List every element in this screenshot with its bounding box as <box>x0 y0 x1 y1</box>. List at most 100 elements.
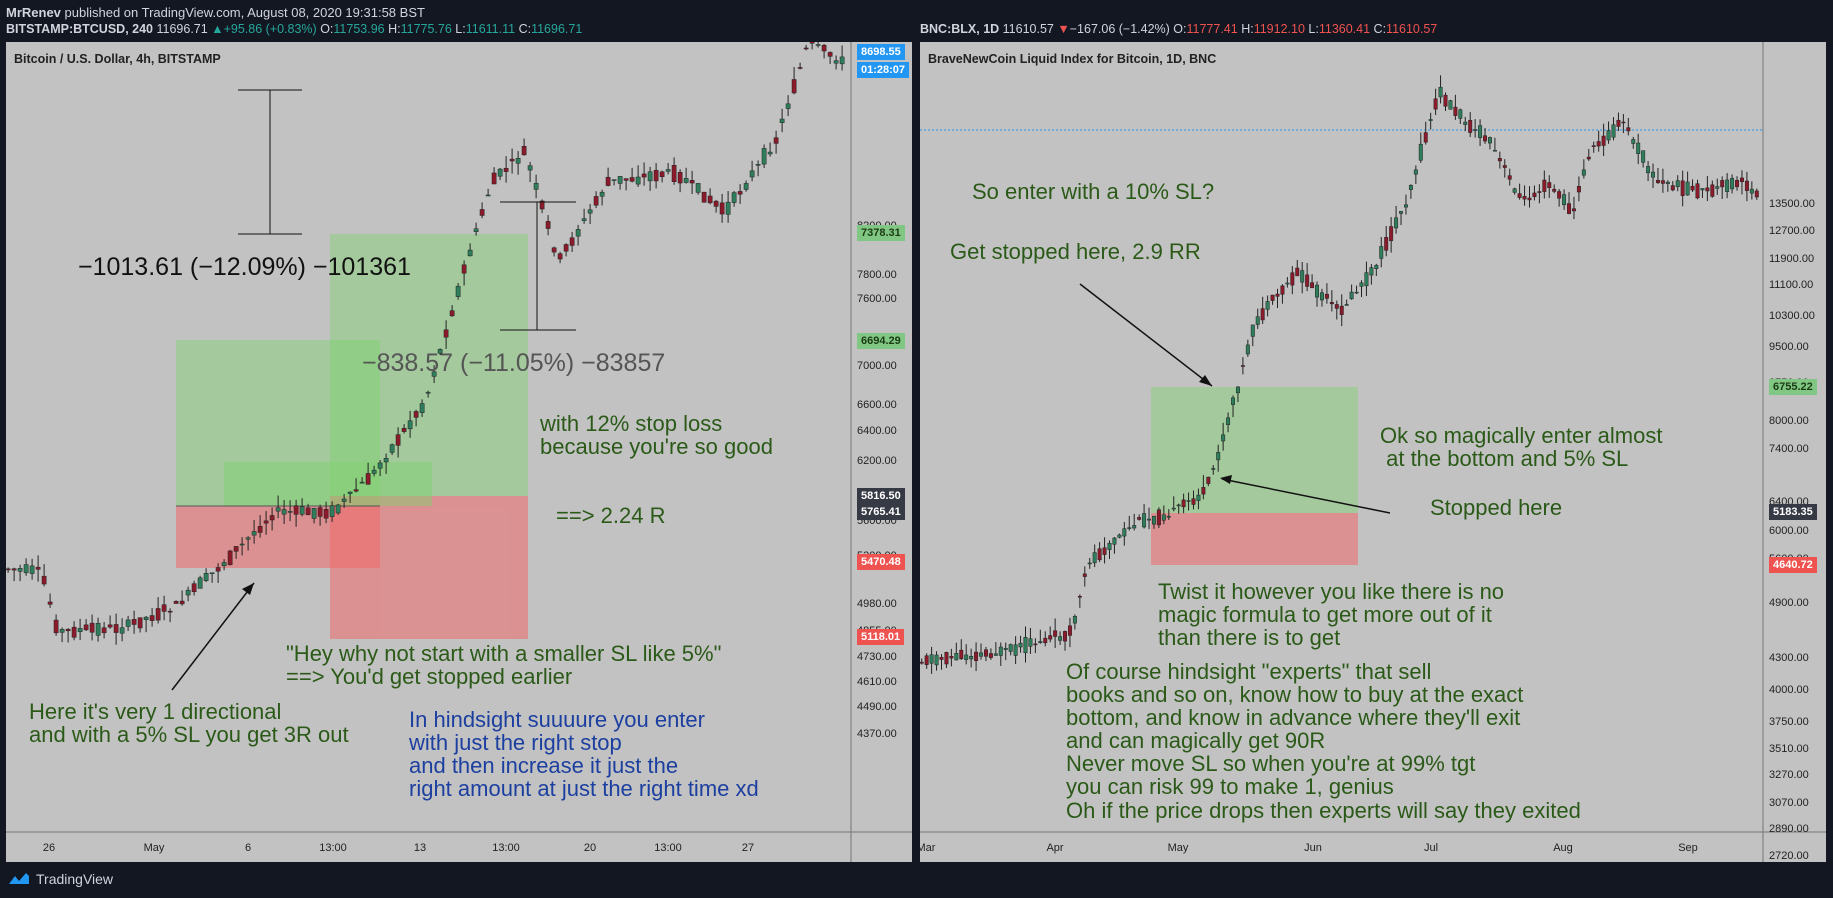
candle-body <box>1087 562 1092 565</box>
left-chart-title: Bitcoin / U.S. Dollar, 4h, BITSTAMP <box>14 52 221 66</box>
time-tick-label: 13 <box>413 842 427 854</box>
right-open: 11777.41 <box>1186 22 1238 36</box>
price-badge: 4640.72 <box>1769 557 1817 573</box>
candle-body <box>413 411 419 418</box>
candle-body <box>1571 208 1576 212</box>
candle-body <box>773 137 779 144</box>
candle-body <box>155 608 161 621</box>
candle-body <box>1557 191 1562 199</box>
candle-body <box>1567 203 1572 214</box>
candle-body <box>1492 149 1497 152</box>
price-tick-label: 3750.00 <box>1769 716 1809 728</box>
candle-body <box>737 191 743 195</box>
candle-body <box>317 507 323 517</box>
candle-body <box>1700 188 1705 191</box>
candle-body <box>993 653 998 656</box>
candle-body <box>527 165 533 171</box>
candle-body <box>1468 119 1473 133</box>
candle-body <box>521 145 527 156</box>
price-tick-label: 6600.00 <box>857 399 897 411</box>
candle-body <box>533 182 539 190</box>
candle-body <box>1720 180 1725 188</box>
candle-body <box>1754 190 1759 198</box>
candle-body <box>1310 282 1315 289</box>
right-chart-panel[interactable]: BraveNewCoin Liquid Index for Bitcoin, 1… <box>920 42 1826 862</box>
note-10pct-sl: So enter with a 10% SL? <box>972 179 1215 204</box>
candle-body <box>785 103 791 109</box>
candle-body <box>1403 204 1408 208</box>
arrow <box>1079 283 1213 387</box>
profit-zone <box>176 340 380 506</box>
author-name[interactable]: MrRenev <box>6 5 61 20</box>
candle-body <box>1171 507 1176 510</box>
candle-body <box>1641 150 1646 163</box>
left-open: 11753.96 <box>333 22 385 36</box>
candle-body <box>149 615 155 621</box>
candle-body <box>77 628 83 633</box>
candle-body <box>1092 552 1097 564</box>
right-symbol[interactable]: BNC:BLX, 1D <box>920 22 1000 36</box>
left-price: 11696.71 <box>156 22 208 36</box>
candle-body <box>1423 132 1428 143</box>
candle-body <box>1067 625 1072 636</box>
price-badge: 5183.35 <box>1769 504 1817 520</box>
candle-body <box>1576 186 1581 193</box>
candle-body <box>707 195 713 204</box>
candle-body <box>1038 641 1043 644</box>
candle-body <box>1334 304 1339 309</box>
candle-body <box>269 515 275 521</box>
candle-body <box>1072 616 1077 624</box>
candle-body <box>988 653 993 658</box>
candle-body <box>677 171 683 184</box>
left-chart-panel[interactable]: Bitcoin / U.S. Dollar, 4h, BITSTAMP −101… <box>6 42 912 862</box>
right-low-label: L: <box>1308 22 1319 36</box>
candle-body <box>461 264 467 274</box>
tradingview-logo[interactable]: TradingView <box>8 871 113 887</box>
left-chart-canvas[interactable] <box>6 42 912 862</box>
price-tick-label: 8000.00 <box>1769 415 1809 427</box>
candle-body <box>1142 513 1147 528</box>
candle-body <box>557 253 563 260</box>
candle-body <box>1156 509 1161 526</box>
candle-body <box>1473 129 1478 131</box>
candle-body <box>1216 452 1221 461</box>
left-change: +95.86 (+0.83%) <box>223 22 317 36</box>
note-hindsight-experts: Of course hindsight "experts" that sell … <box>1066 659 1581 823</box>
right-chart-canvas[interactable] <box>920 42 1826 862</box>
time-tick-label: May <box>143 842 165 854</box>
note-stopped-here: Stopped here <box>1430 495 1563 520</box>
candle-body <box>1675 180 1680 188</box>
candle-body <box>6 568 11 571</box>
candle-body <box>47 601 53 605</box>
candle-body <box>983 649 988 657</box>
time-tick-label: 26 <box>42 842 56 854</box>
arrow <box>171 582 255 691</box>
candle-body <box>1176 504 1181 507</box>
right-close-label: C: <box>1373 22 1387 36</box>
candle-body <box>275 507 281 512</box>
price-tick-label: 4980.00 <box>857 598 897 610</box>
candle-body <box>1275 293 1280 297</box>
left-high-label: H: <box>388 22 401 36</box>
candle-body <box>311 508 317 519</box>
candle-body <box>1018 642 1023 648</box>
candle-body <box>1389 226 1394 242</box>
candle-body <box>1651 171 1656 178</box>
candle-body <box>1226 417 1231 425</box>
price-badge: 5816.50 <box>857 488 905 504</box>
left-symbol[interactable]: BITSTAMP:BTCUSD, 240 <box>6 22 154 36</box>
candle-body <box>221 562 227 567</box>
price-tick-label: 6400.00 <box>857 425 897 437</box>
measure-label-1: −1013.61 (−12.09%) −101361 <box>78 253 411 281</box>
time-tick-label: 27 <box>741 842 755 854</box>
candle-body <box>305 507 311 516</box>
candle-body <box>239 543 245 546</box>
candle-body <box>1562 194 1567 206</box>
candle-body <box>779 118 785 123</box>
candle-body <box>1384 237 1389 251</box>
price-tick-label: 7800.00 <box>857 269 897 281</box>
candle-body <box>1048 635 1053 640</box>
candle-body <box>1008 644 1013 652</box>
candle-body <box>1379 246 1384 259</box>
left-open-label: O: <box>320 22 334 36</box>
